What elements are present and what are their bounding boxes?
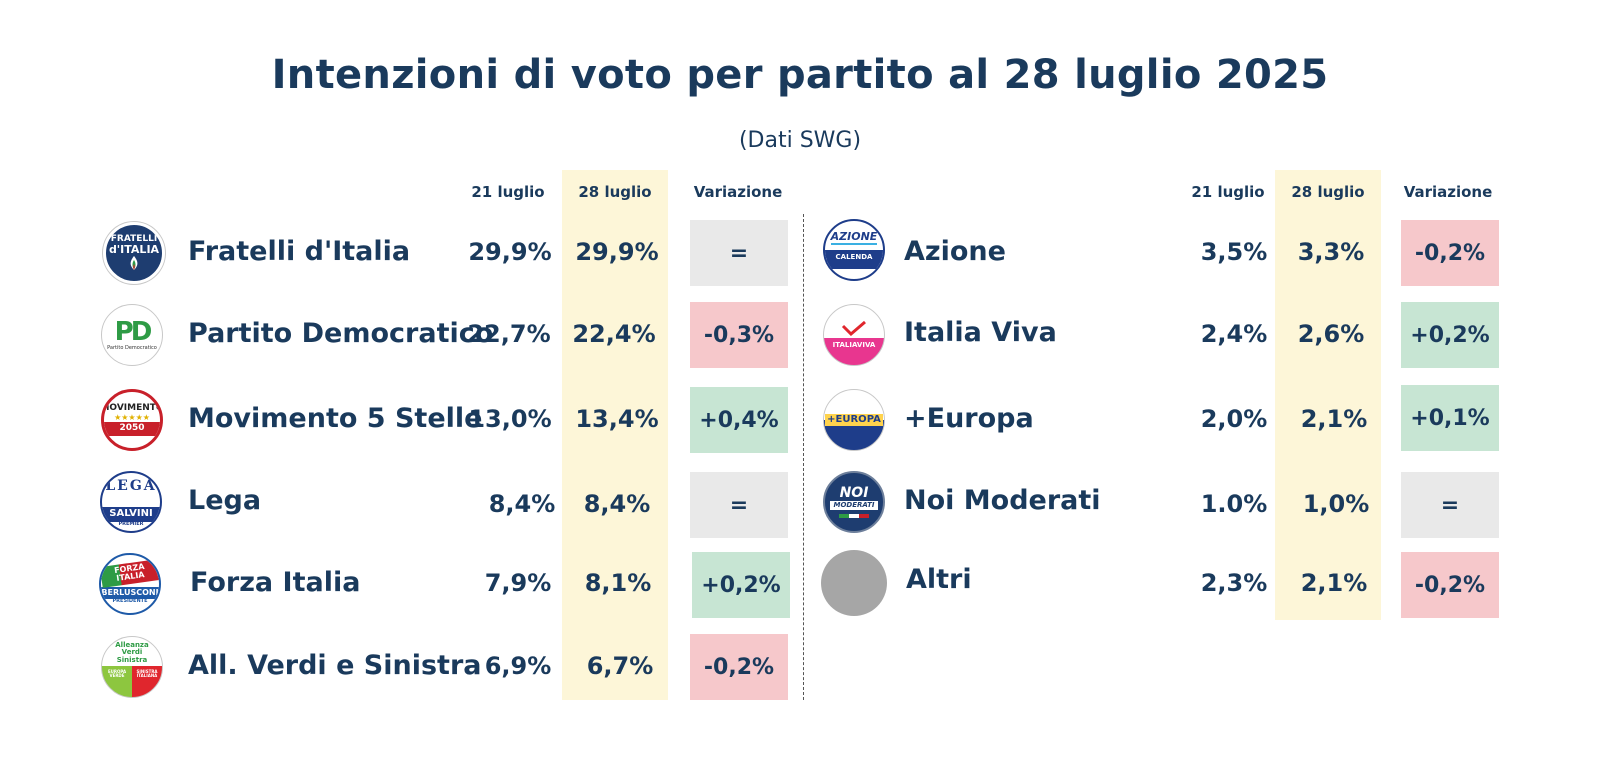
change-badge: +0,2% (692, 552, 790, 618)
value-prev: 1.0% (1200, 490, 1268, 518)
party-name: Italia Viva (904, 317, 1057, 348)
value-curr: 3,3% (1297, 238, 1365, 266)
value-curr: 6,7% (586, 652, 654, 680)
logo-text: NOI (839, 484, 869, 501)
logo-text: BERLUSCONI (101, 587, 159, 600)
change-badge: +0,1% (1401, 385, 1499, 451)
change-badge: = (1401, 472, 1499, 538)
value-prev: 2,4% (1200, 320, 1268, 348)
page-title: Intenzioni di voto per partito al 28 lug… (271, 52, 1329, 98)
highlight-column-right (1275, 170, 1381, 620)
party-name: +Europa (904, 403, 1034, 434)
logo-text: 2050 (104, 422, 160, 436)
logo-text: CALENDA (825, 249, 883, 269)
logo-text: PREMIER (118, 520, 144, 527)
change-badge: = (690, 220, 788, 286)
value-curr: 2,1% (1300, 405, 1368, 433)
party-name: Partito Democratico (188, 318, 494, 349)
value-prev: 3,5% (1200, 238, 1268, 266)
logo-text: FORZA ITALIA (101, 559, 159, 588)
value-prev: 6,9% (484, 652, 552, 680)
altri-placeholder-circle (821, 550, 887, 616)
piu-europa-logo: +EUROPA (823, 389, 885, 451)
value-prev: 2,3% (1200, 569, 1268, 597)
partito-democratico-logo: PD Partito Democratico (101, 304, 163, 366)
logo-text: +EUROPA (825, 413, 883, 427)
change-badge: +0,4% (690, 387, 788, 453)
value-curr: 1,0% (1302, 490, 1370, 518)
value-curr: 8,4% (583, 490, 651, 518)
change-badge: -0,3% (690, 302, 788, 368)
party-name: Forza Italia (190, 567, 361, 598)
header-change-left: Variazione (693, 183, 783, 201)
header-curr-right: 28 luglio (1291, 183, 1365, 201)
noi-moderati-logo: NOI MODERATI (823, 471, 885, 533)
logo-text: ★★★★★ (114, 412, 150, 422)
party-name: Movimento 5 Stelle (188, 403, 483, 434)
logo-text: PD (114, 316, 153, 347)
forza-italia-logo: FORZA ITALIA BERLUSCONI PRESIDENTE (99, 553, 161, 615)
fratelli-ditalia-logo: FRATELLI d'ITALIA (103, 222, 165, 284)
party-name: Altri (906, 564, 972, 595)
flame-icon (130, 256, 138, 271)
header-change-right: Variazione (1403, 183, 1493, 201)
logo-text: d'ITALIA (108, 242, 160, 256)
change-badge: +0,2% (1401, 302, 1499, 368)
party-name: Lega (188, 485, 262, 516)
value-curr: 29,9% (575, 238, 659, 266)
logo-text: Alleanza Verdi Sinistra (115, 641, 149, 664)
change-badge: -0,2% (1401, 220, 1499, 286)
logo-text: AZIONE (830, 230, 878, 245)
party-name: All. Verdi e Sinistra (188, 650, 482, 681)
change-badge: -0,2% (1401, 552, 1499, 618)
flag-stripe (839, 514, 869, 519)
logo-text: Partito Democratico (107, 345, 157, 352)
logo-text: EUROPA VERDE (107, 669, 127, 679)
header-prev-left: 21 luglio (471, 183, 545, 201)
azione-logo: AZIONE CALENDA (823, 219, 885, 281)
movimento-5-stelle-logo: MOVIMENTO ★★★★★ 2050 (101, 389, 163, 451)
value-prev: 7,9% (484, 569, 552, 597)
source-subtitle: (Dati SWG) (738, 128, 862, 153)
column-divider (803, 214, 804, 700)
header-prev-right: 21 luglio (1191, 183, 1265, 201)
logo-text: MODERATI (830, 500, 878, 511)
value-prev: 13,0% (468, 405, 552, 433)
logo-text: ITALIAVIVA (832, 341, 876, 350)
change-badge: = (690, 472, 788, 538)
value-prev: 22,7% (467, 320, 551, 348)
avs-logo-halves: EUROPA VERDE SINISTRA ITALIANA (102, 669, 162, 679)
value-curr: 2,1% (1300, 569, 1368, 597)
italia-viva-logo: ITALIAVIVA (823, 304, 885, 366)
value-curr: 13,4% (575, 405, 659, 433)
party-name: Azione (904, 236, 1006, 267)
checkmark-icon (841, 321, 866, 337)
logo-text: SALVINI (102, 507, 160, 522)
logo-text: MOVIMENTO (101, 403, 163, 414)
logo-text: FRATELLI (110, 233, 158, 244)
value-curr: 22,4% (572, 320, 656, 348)
value-prev: 2,0% (1200, 405, 1268, 433)
avs-logo: Alleanza Verdi Sinistra EUROPA VERDE SIN… (101, 636, 163, 698)
lega-logo: LEGA SALVINI PREMIER (100, 471, 162, 533)
value-curr: 8,1% (584, 569, 652, 597)
logo-text: LEGA (105, 478, 157, 494)
highlight-column-left (562, 170, 668, 700)
header-curr-left: 28 luglio (578, 183, 652, 201)
party-name: Fratelli d'Italia (188, 236, 411, 267)
value-prev: 29,9% (468, 238, 552, 266)
logo-text: SINISTRA ITALIANA (136, 669, 158, 679)
change-badge: -0,2% (690, 634, 788, 700)
value-prev: 8,4% (488, 490, 556, 518)
value-curr: 2,6% (1297, 320, 1365, 348)
lega-logo-band: SALVINI PREMIER (102, 507, 160, 531)
party-name: Noi Moderati (904, 485, 1101, 516)
logo-text: PRESIDENTE (112, 598, 148, 605)
